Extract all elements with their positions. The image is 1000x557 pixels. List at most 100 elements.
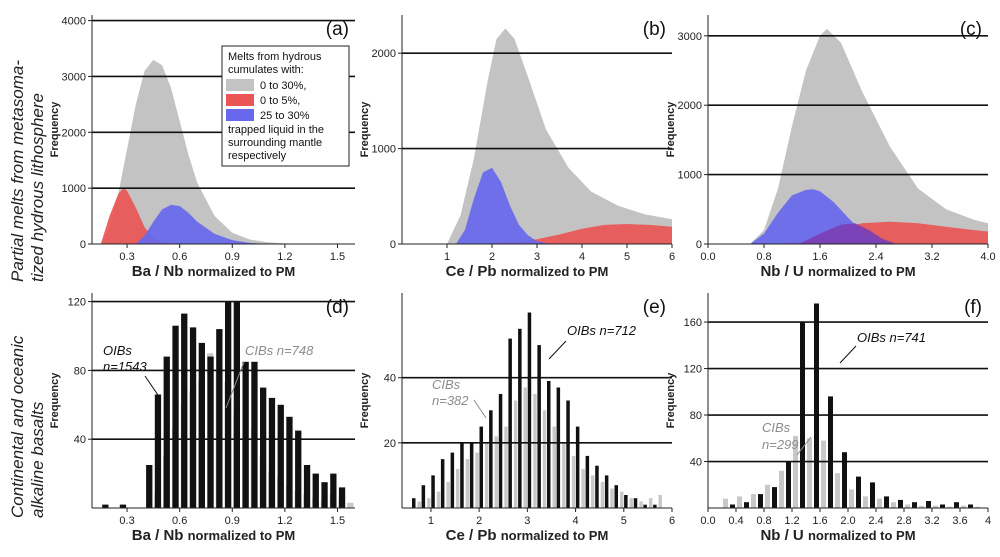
x-tick-label: 2.0: [840, 515, 855, 527]
y-tick-label: 1000: [678, 170, 702, 182]
x-tick-label: 5: [624, 251, 630, 263]
row-label-top: Partial melts from metasoma- tized hydro…: [8, 60, 47, 282]
x-axis-label: Nb / U normalized to PM: [760, 263, 915, 280]
bar-oibs: [303, 465, 311, 508]
bar-cibs: [513, 400, 518, 508]
bar-cibs: [533, 394, 537, 508]
panel-label: (a): [326, 19, 349, 40]
annotation-f-cib-leader: [796, 436, 812, 456]
y-axis-label: Frequency: [49, 101, 61, 158]
bar-cibs: [639, 501, 643, 508]
row-label-top-line2: tized hydrous lithosphere: [28, 93, 47, 282]
bar-oibs: [575, 426, 580, 508]
y-tick-label: 40: [690, 457, 702, 469]
x-tick-label: 5: [621, 515, 627, 527]
x-tick-label: 2.8: [896, 515, 911, 527]
annotation-e-cib-line2: n=382: [432, 393, 469, 408]
bar-oibs: [547, 381, 551, 508]
bar-cibs: [427, 498, 431, 508]
annotation-f-oib: OIBs n=741: [857, 330, 926, 345]
panel-label: (e): [643, 297, 666, 318]
annotation-e-cib-line1: CIBs: [432, 377, 461, 392]
x-tick-label: 1.5: [330, 515, 345, 527]
x-tick-label: 4: [985, 515, 991, 527]
bar-oibs: [312, 473, 319, 508]
legend-swatch-red: [226, 94, 254, 106]
x-tick-label: 3.2: [924, 251, 939, 263]
y-tick-label: 2000: [678, 100, 702, 112]
legend-title-line1: Melts from hydrous: [228, 51, 322, 63]
annotation-d-oib-leader: [144, 375, 161, 399]
y-tick-label: 4000: [62, 16, 86, 28]
y-tick-label: 40: [74, 434, 86, 446]
bar-oibs: [828, 396, 833, 508]
x-tick-label: 0.0: [700, 515, 715, 527]
bar-oibs: [260, 387, 267, 508]
bar-oibs: [338, 487, 346, 508]
bar-cibs: [975, 506, 980, 508]
bar-oibs: [207, 356, 214, 508]
bar-oibs: [489, 410, 493, 508]
y-axis-label: Frequency: [665, 101, 677, 158]
x-tick-label: 6: [669, 515, 675, 527]
x-tick-label: 3.6: [952, 515, 967, 527]
x-tick-label: 4: [579, 251, 585, 263]
y-tick-label: 1000: [372, 144, 396, 156]
x-tick-label: 1: [428, 515, 434, 527]
x-axis-label: Ba / Nb normalized to PM: [132, 527, 295, 544]
y-tick-label: 0: [80, 239, 86, 251]
annotation-e-cib-leader: [473, 399, 487, 419]
x-tick-label: 1.5: [330, 251, 345, 263]
bar-cibs: [485, 442, 489, 508]
x-axis-label: Ce / Pb normalized to PM: [446, 527, 609, 544]
bar-cibs: [475, 452, 479, 508]
bar-cibs: [581, 468, 585, 508]
bar-oibs: [940, 504, 945, 508]
x-tick-label: 1.6: [812, 515, 827, 527]
bar-oibs: [286, 416, 293, 508]
bar-oibs: [527, 312, 532, 508]
x-tick-label: 2: [476, 515, 482, 527]
y-tick-label: 3000: [62, 71, 86, 83]
x-tick-label: 2.4: [868, 251, 883, 263]
x-tick-label: 0.3: [119, 515, 134, 527]
bar-oibs: [968, 504, 973, 508]
x-tick-label: 1.2: [784, 515, 799, 527]
bar-cibs: [933, 505, 938, 508]
bar-oibs: [251, 361, 258, 508]
legend-swatch-gray: [226, 79, 254, 91]
bar-oibs: [440, 459, 445, 508]
y-tick-label: 120: [684, 364, 702, 376]
bar-cibs: [807, 438, 812, 508]
bar-cibs: [523, 387, 527, 508]
bar-oibs: [730, 504, 735, 508]
bar-cibs: [737, 496, 742, 508]
bar-oibs: [856, 476, 861, 508]
bar-oibs: [330, 473, 337, 508]
bar-oibs: [189, 327, 197, 508]
bar-cibs: [629, 498, 634, 508]
bar-oibs: [242, 361, 249, 508]
row-label-bottom-line1: Continental and oceanic: [8, 335, 27, 518]
bar-cibs: [494, 436, 499, 508]
legend-item-gray: 0 to 30%,: [260, 80, 306, 92]
bar-cibs: [591, 475, 595, 508]
annotation-d-cib: CIBs n=748: [245, 343, 314, 358]
bar-cibs: [658, 495, 662, 508]
bar-cibs: [446, 481, 450, 508]
annotation-d-oib-line1: OIBs: [103, 343, 132, 358]
bar-cibs: [947, 506, 952, 508]
legend-swatch-blue: [226, 109, 254, 121]
series-area-blue: [456, 167, 551, 244]
bar-oibs: [595, 465, 599, 508]
bar-cibs: [648, 498, 653, 508]
bar-cibs: [456, 468, 460, 508]
y-tick-label: 2000: [372, 48, 396, 60]
bar-oibs: [566, 400, 570, 508]
x-tick-label: 0.9: [225, 515, 240, 527]
bar-cibs: [723, 498, 728, 508]
bar-oibs: [450, 452, 455, 508]
x-tick-label: 0.6: [172, 251, 187, 263]
legend-title-line2: cumulates with:: [228, 64, 304, 76]
bar-oibs: [119, 504, 127, 508]
